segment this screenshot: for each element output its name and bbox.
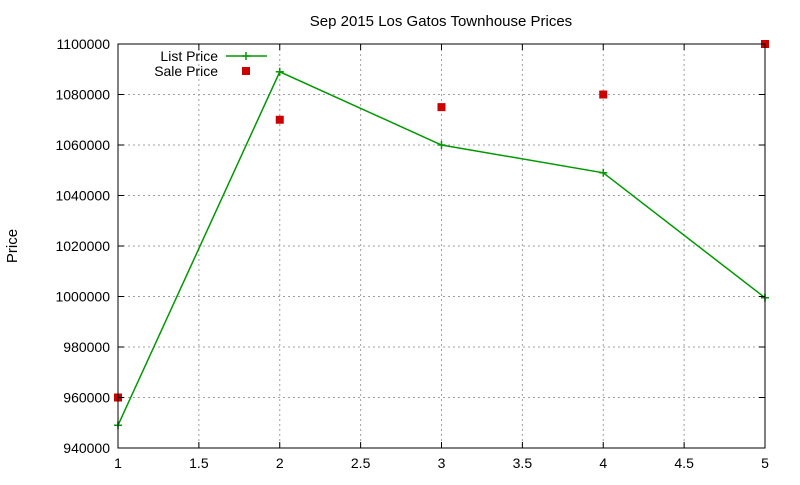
sale-price-point: [437, 103, 446, 112]
list-price-point: [437, 141, 446, 149]
x-tick-label: 4: [599, 455, 607, 471]
grid: [118, 44, 765, 448]
y-tick-label: 940000: [63, 440, 110, 456]
y-tick-label: 1060000: [55, 137, 110, 153]
x-tick-label: 2.5: [351, 455, 371, 471]
legend-square-swatch: [242, 67, 250, 75]
chart-title: Sep 2015 Los Gatos Townhouse Prices: [310, 13, 572, 30]
y-tick-label: 960000: [63, 390, 110, 406]
y-tick-label: 1100000: [57, 36, 111, 52]
y-tick-label: 1000000: [55, 289, 110, 305]
legend-label: Sale Price: [154, 63, 218, 79]
y-tick-label: 1020000: [55, 238, 110, 254]
y-axis-label: Price: [4, 229, 21, 263]
list-price-point: [275, 67, 284, 76]
x-tick-label: 5: [761, 455, 769, 471]
legend-plus-swatch: [242, 52, 250, 60]
list-price-point: [599, 168, 608, 177]
y-tick-label: 980000: [63, 339, 110, 355]
y-tick-label: 1040000: [55, 188, 110, 204]
plot-series: [114, 40, 769, 430]
x-tick-label: 1: [114, 455, 122, 471]
x-tick-label: 3: [438, 455, 446, 471]
sale-price-point: [275, 115, 284, 124]
y-tick-label: 1080000: [55, 87, 110, 103]
x-tick-label: 4.5: [674, 455, 694, 471]
x-tick-label: 2: [276, 455, 284, 471]
sale-price-point: [599, 90, 608, 99]
x-tick-label: 1.5: [189, 455, 209, 471]
legend-label: List Price: [160, 48, 218, 64]
x-tick-label: 3.5: [513, 455, 533, 471]
axis-ticks: 1 1.5 2 2.5 3 3.5 4 4.5 5 940000 960000 980000 10000…: [55, 36, 769, 471]
